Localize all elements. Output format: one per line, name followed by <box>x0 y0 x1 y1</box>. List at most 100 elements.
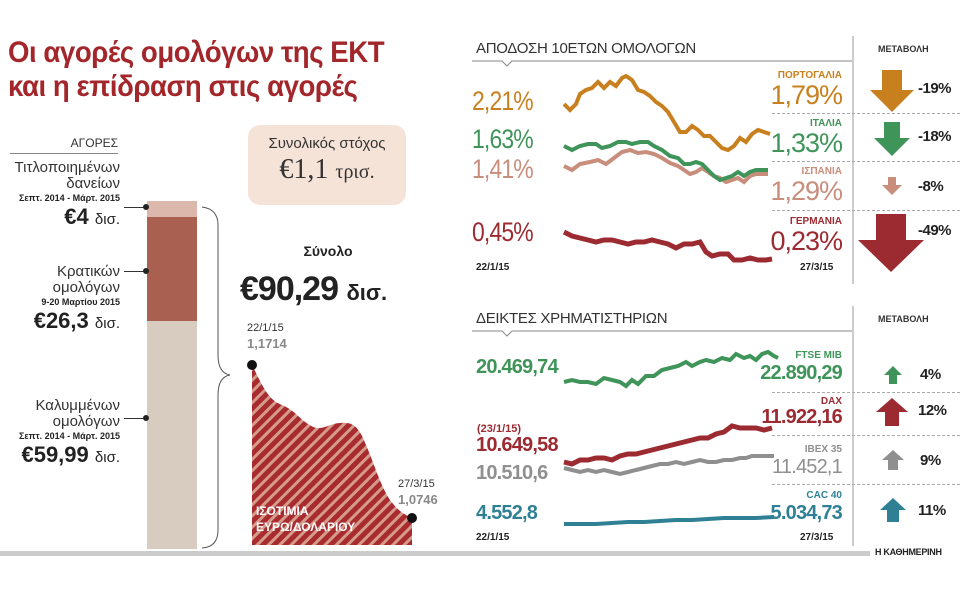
bonds-change-header: ΜΕΤΑΒΟΛΗ <box>878 44 929 54</box>
bond-end-value: 1,79% <box>770 80 843 110</box>
indices-start-date: 22/1/15 <box>476 532 510 543</box>
leader-line <box>124 207 146 208</box>
market-name: ομολόγων <box>52 279 120 296</box>
row-divider <box>772 161 960 162</box>
market-name: ομολόγων <box>52 413 120 430</box>
bar-segment-government <box>147 217 197 321</box>
arrow-down-icon <box>858 214 924 272</box>
market-label-covered: Καλυμμένων ομολόγων Σεπτ. 2014 - Μάρτ. 2… <box>0 398 120 471</box>
fx-end-date: 27/3/15 <box>398 478 435 490</box>
row-divider <box>772 435 960 436</box>
bond-change: -8% <box>918 178 944 195</box>
publisher-credit: Η ΚΑΘΗΜΕΡΙΝΗ <box>875 547 942 557</box>
leader-dot <box>143 204 149 210</box>
market-label-securitized: Τιτλοποιημένων δανείων Σεπτ. 2014 - Μάρτ… <box>0 160 120 233</box>
brace-icon <box>201 206 231 549</box>
row-divider <box>772 210 960 211</box>
divider <box>852 306 854 546</box>
index-change: 11% <box>918 502 946 519</box>
index-change: 12% <box>918 402 947 419</box>
target-label: Συνολικός στόχος <box>268 135 386 152</box>
total-amount: €90,29 δισ. <box>240 270 388 308</box>
indices-change-header: ΜΕΤΑΒΟΛΗ <box>878 314 929 324</box>
footer-bar <box>0 551 870 556</box>
bond-start-value: 1,63% <box>472 124 534 154</box>
title-line-1: Οι αγορές ομολόγων της ΕΚΤ <box>8 36 385 69</box>
bond-country: ΙΣΠΑΝΙΑ <box>801 166 842 177</box>
bond-end-value: 1,33% <box>770 128 843 158</box>
leader-line <box>124 418 146 419</box>
market-label-government: Κρατικών ομολόγων 9-20 Μαρτίου 2015 €26,… <box>0 264 120 337</box>
market-amount: €59,99 δισ. <box>21 442 120 467</box>
target-box: Συνολικός στόχος €1,1 τρισ. <box>248 125 406 205</box>
index-start-value: 4.552,8 <box>476 502 538 524</box>
fx-end-value: 1,0746 <box>398 492 438 507</box>
leader-line <box>124 271 146 272</box>
fx-label: ΙΣΟΤΙΜΙΑ ΕΥΡΩ/ΔΟΛΑΡΙΟΥ <box>256 503 355 535</box>
title-line-2: και η επίδραση στις αγορές <box>8 70 358 103</box>
fx-start-value: 1,1714 <box>247 336 287 351</box>
index-change: 4% <box>920 366 941 383</box>
bar-segment-covered <box>147 321 197 549</box>
target-amount: €1,1 τρισ. <box>279 154 375 185</box>
market-amount: €26,3 δισ. <box>33 308 120 333</box>
index-end-value: 11.452,1 <box>772 456 843 478</box>
stacked-bar <box>147 201 197 549</box>
bonds-header: ΑΠΟΔΟΣΗ 10ΕΤΩΝ ΟΜΟΛΟΓΩΝ <box>476 40 696 57</box>
fx-start-date: 22/1/15 <box>247 322 284 334</box>
index-name: DAX <box>820 396 842 407</box>
market-name: Κρατικών <box>57 263 120 280</box>
market-name: δανείων <box>66 175 120 192</box>
row-divider <box>772 484 960 485</box>
fx-label-line: ΙΣΟΤΙΜΙΑ <box>256 504 309 518</box>
bond-country: ΠΟΡΤΟΓΑΛΙΑ <box>777 70 842 81</box>
arrow-down-icon <box>870 70 914 112</box>
markets-header: ΑΓΟΡΕΣ <box>10 136 118 154</box>
page-title: Οι αγορές ομολόγων της ΕΚΤ και η επίδρασ… <box>8 36 440 104</box>
market-name: Τιτλοποιημένων <box>14 159 120 176</box>
arrow-up-icon <box>882 450 904 470</box>
dax-start-note: (23/1/15) <box>477 423 522 435</box>
bond-start-value: 1,41% <box>472 154 534 184</box>
arrow-up-icon <box>876 398 908 426</box>
market-period: Σεπτ. 2014 - Μάρτ. 2015 <box>19 193 120 203</box>
leader-dot <box>143 415 149 421</box>
total-label: Σύνολο <box>303 243 353 259</box>
indices-end-date: 27/3/15 <box>800 532 834 543</box>
bond-end-value: 0,23% <box>770 226 843 256</box>
indices-header: ΔΕΙΚΤΕΣ ΧΡΗΜΑΤΙΣΤΗΡΙΩΝ <box>476 310 668 327</box>
bond-change: -49% <box>918 222 952 239</box>
market-period: 9-20 Μαρτίου 2015 <box>41 297 120 307</box>
row-divider <box>772 113 960 114</box>
index-end-value: 5.034,73 <box>770 502 843 524</box>
index-start-value: 10.649,58 <box>476 434 559 456</box>
bond-country: ΙΤΑΛΙΑ <box>809 118 842 129</box>
bond-country: ΓΕΡΜΑΝΙΑ <box>789 216 842 227</box>
index-change: 9% <box>920 452 941 469</box>
index-name: CAC 40 <box>806 490 842 501</box>
divider <box>852 36 854 284</box>
index-end-value: 22.890,29 <box>760 362 843 384</box>
bonds-start-date: 22/1/15 <box>476 262 510 273</box>
arrow-down-icon <box>874 122 910 156</box>
bonds-end-date: 27/3/15 <box>800 262 834 273</box>
fx-label-line: ΕΥΡΩ/ΔΟΛΑΡΙΟΥ <box>256 520 356 534</box>
index-start-value: 10.510,6 <box>476 462 548 484</box>
index-lines <box>563 349 779 526</box>
market-period: Σεπτ. 2014 - Μάρτ. 2015 <box>19 431 120 441</box>
arrow-up-icon <box>884 366 902 384</box>
arrow-down-icon <box>882 177 902 195</box>
bond-start-value: 2,21% <box>472 86 534 116</box>
leader-dot <box>143 268 149 274</box>
market-amount: €4 δισ. <box>64 204 120 229</box>
section-underline <box>472 330 852 337</box>
index-name: IBEX 35 <box>804 444 842 455</box>
index-name: FTSE MIB <box>795 350 842 361</box>
arrow-up-icon <box>880 498 906 522</box>
market-name: Καλυμμένων <box>35 397 120 414</box>
bar-segment-securitized <box>147 201 197 217</box>
section-underline <box>472 60 852 67</box>
bond-change: -18% <box>918 128 952 145</box>
fx-area-chart <box>247 360 417 545</box>
bond-yield-lines <box>562 73 773 263</box>
